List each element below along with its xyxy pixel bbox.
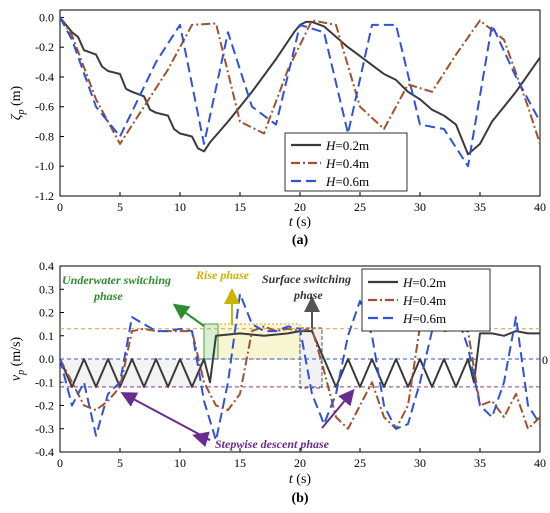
panel-a-xtick-label-8: 40 bbox=[534, 200, 546, 214]
panel-a-series-line-0 bbox=[59, 16, 541, 156]
surface-switching-label: Surface switching phase bbox=[262, 272, 354, 302]
panel-b-ticks: 0 5 10 15 20 25 30 35 40 0.4 0.3 0.2 0.1 0.0 -0.1 -0.2 -… bbox=[35, 259, 546, 470]
svg-text:H=0.6m: H=0.6m bbox=[402, 311, 446, 326]
underwater-switching-arrow bbox=[172, 303, 205, 327]
panel-b-ytick-label-8: -0.4 bbox=[35, 445, 54, 459]
panel-b-legend-item-1: H=0.4m bbox=[368, 293, 446, 308]
panel-a-ytick-label-0: 0.0 bbox=[39, 10, 54, 24]
svg-text:H=0.2m: H=0.2m bbox=[325, 138, 369, 153]
panel-a-label: (a) bbox=[292, 233, 309, 248]
panel-a-ytick-label-1: -0.2 bbox=[35, 40, 54, 54]
stepwise-descent-arrow-down bbox=[192, 431, 211, 447]
panel-b-xtick-label-6: 30 bbox=[414, 456, 426, 470]
panel-a-xlabel: t (s) bbox=[289, 215, 312, 230]
panel-b-xtick-label-7: 35 bbox=[474, 456, 486, 470]
underwater-switching-label: Underwater switching phase bbox=[62, 273, 174, 303]
panel-b-label: (b) bbox=[291, 491, 308, 506]
panel-b-xlabel: t (s) bbox=[289, 472, 312, 487]
panel-b-ytick-label-7: -0.3 bbox=[35, 422, 54, 436]
svg-text:H=0.6m: H=0.6m bbox=[325, 174, 369, 189]
panel-b-legend-item-0: H=0.2m bbox=[368, 275, 446, 290]
panel-a-ytick-label-4: -0.8 bbox=[35, 129, 54, 143]
panel-b-xtick-label-4: 20 bbox=[294, 456, 306, 470]
surface-switching-box bbox=[299, 327, 323, 389]
panel-a-ytick-label-2: -0.4 bbox=[35, 70, 54, 84]
panel-a-xtick-label-4: 20 bbox=[294, 200, 306, 214]
panel-b-legend: H=0.2m H=0.4m H=0.6m bbox=[361, 268, 491, 332]
panel-b-ytick-label-0: 0.4 bbox=[39, 259, 54, 273]
panel-b-right-zero-label: 0 bbox=[542, 353, 548, 367]
panel-b-xtick-label-2: 10 bbox=[174, 456, 186, 470]
panel-b-xtick-label-5: 25 bbox=[354, 456, 366, 470]
panel-a-chart: 0 5 10 15 20 25 30 35 40 0.0 -0.2 -0.4 -0.6 -0.8 -1.0 -… bbox=[9, 9, 546, 248]
panel-a-xtick-label-0: 0 bbox=[57, 200, 63, 214]
svg-text:H=0.4m: H=0.4m bbox=[402, 293, 446, 308]
panel-b-xtick-label-0: 0 bbox=[57, 456, 63, 470]
panel-b-ytick-label-5: -0.1 bbox=[35, 375, 54, 389]
panel-a-legend-item-2: H=0.6m bbox=[291, 174, 369, 189]
panel-b-xtick-label-8: 40 bbox=[534, 456, 546, 470]
panel-a-xtick-label-2: 10 bbox=[174, 200, 186, 214]
panel-b-series-line-0 bbox=[59, 330, 540, 388]
stepwise-descent-arrow-left bbox=[120, 392, 211, 441]
panel-b-ytick-label-6: -0.2 bbox=[35, 399, 54, 413]
panel-a-ytick-label-5: -1.0 bbox=[35, 159, 54, 173]
panel-a-legend: H=0.2m H=0.4m H=0.6m bbox=[284, 132, 408, 192]
panel-b-chart: 0 5 10 15 20 25 30 35 40 0.4 0.3 0.2 0.1 0.0 -0.1 -0.2 -… bbox=[9, 259, 548, 506]
panel-b-ytick-label-3: 0.1 bbox=[39, 329, 54, 343]
panel-a-xtick-label-5: 25 bbox=[354, 200, 366, 214]
panel-a-series-line-2 bbox=[59, 16, 541, 168]
svg-text:H=0.4m: H=0.4m bbox=[325, 156, 369, 171]
panel-b-ytick-label-2: 0.2 bbox=[39, 306, 54, 320]
svg-text:H=0.2m: H=0.2m bbox=[402, 275, 446, 290]
panel-a-ytick-label-6: -1.2 bbox=[35, 189, 54, 203]
stepwise-descent-arrow-right bbox=[321, 388, 355, 429]
panel-a-xtick-label-1: 5 bbox=[117, 200, 123, 214]
panel-a-ylabel: ζp (m) bbox=[9, 85, 27, 120]
panel-b-ylabel: vp (m/s) bbox=[9, 337, 27, 382]
panel-a-xtick-label-3: 15 bbox=[234, 200, 246, 214]
panel-a-series bbox=[59, 16, 541, 168]
panel-b-xtick-label-3: 15 bbox=[234, 456, 246, 470]
panel-a-ytick-label-3: -0.6 bbox=[35, 100, 54, 114]
panel-a-legend-item-0: H=0.2m bbox=[291, 138, 369, 153]
stepwise-descent-label: Stepwise descent phase bbox=[215, 437, 330, 451]
panel-a-series-line-1 bbox=[59, 16, 541, 145]
panel-b-ytick-label-4: 0.0 bbox=[39, 352, 54, 366]
panel-b-xtick-label-1: 5 bbox=[117, 456, 123, 470]
rise-phase-label: Rise phase bbox=[195, 268, 250, 282]
panel-b-legend-item-2: H=0.6m bbox=[368, 311, 446, 326]
panel-a-xtick-label-7: 35 bbox=[474, 200, 486, 214]
panel-b-ytick-label-1: 0.3 bbox=[39, 282, 54, 296]
panel-a-xtick-label-6: 30 bbox=[414, 200, 426, 214]
panel-a-legend-item-1: H=0.4m bbox=[291, 156, 369, 171]
